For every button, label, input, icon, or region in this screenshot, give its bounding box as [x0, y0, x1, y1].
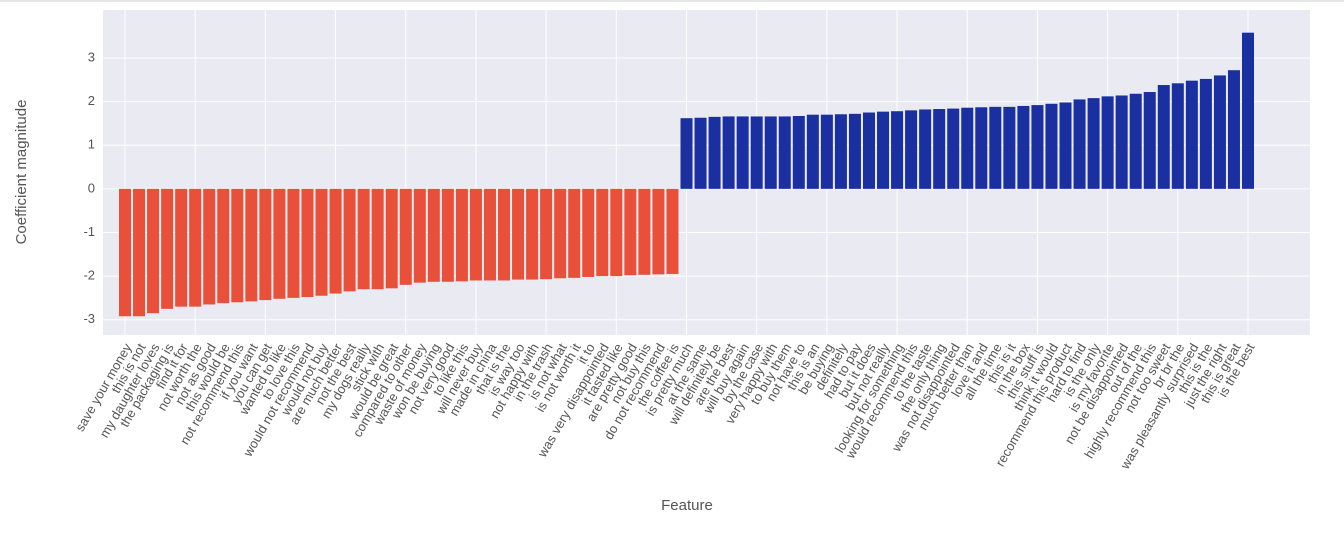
bar — [189, 188, 202, 307]
bar — [806, 114, 819, 189]
bar — [1045, 103, 1058, 189]
bar — [399, 188, 412, 285]
bar — [1143, 92, 1156, 189]
bar — [1227, 70, 1240, 189]
bar — [469, 188, 482, 281]
bar — [666, 188, 679, 274]
y-tick-label: 0 — [88, 180, 95, 195]
y-tick-label: 3 — [88, 49, 95, 64]
bar — [1213, 75, 1226, 189]
bar — [582, 188, 595, 277]
bar — [1003, 106, 1016, 189]
bar — [498, 188, 511, 281]
bar — [1129, 93, 1142, 189]
bar — [1199, 78, 1212, 189]
bar — [596, 188, 609, 277]
bar — [820, 114, 833, 189]
bar — [357, 188, 370, 290]
bar — [1073, 99, 1086, 189]
bar — [371, 188, 384, 290]
bar — [722, 116, 735, 189]
bar — [147, 188, 160, 314]
bar — [652, 188, 665, 275]
bar — [1185, 80, 1198, 189]
bar — [792, 116, 805, 189]
bar — [848, 113, 861, 189]
bar — [455, 188, 468, 282]
bar — [217, 188, 230, 304]
bar — [891, 111, 904, 189]
y-tick-label: -1 — [83, 224, 95, 239]
bar — [933, 109, 946, 189]
bar — [441, 188, 454, 282]
bar — [834, 114, 847, 189]
bar — [287, 188, 300, 298]
bar — [231, 188, 244, 303]
bar — [877, 111, 890, 189]
bar — [427, 188, 440, 282]
x-axis-label: Feature — [661, 497, 713, 514]
bar — [1242, 32, 1254, 189]
bar — [1115, 95, 1128, 189]
bar — [1017, 105, 1030, 189]
bar — [245, 188, 258, 302]
bar — [1031, 105, 1044, 189]
bar — [119, 188, 131, 317]
bar — [764, 116, 777, 189]
bar — [259, 188, 272, 301]
bar — [161, 188, 174, 309]
bar — [315, 188, 328, 296]
bar — [947, 108, 960, 189]
bar — [989, 106, 1002, 189]
bar — [175, 188, 188, 307]
bar — [203, 188, 216, 305]
bar — [301, 188, 314, 298]
bar — [905, 110, 918, 189]
bar — [1101, 96, 1114, 189]
bar — [385, 188, 398, 289]
bar — [736, 116, 749, 189]
bar — [413, 188, 426, 283]
bar — [568, 188, 581, 278]
y-tick-label: 1 — [88, 137, 95, 152]
bar — [919, 109, 932, 189]
y-tick-label: -3 — [83, 311, 95, 326]
bar — [680, 118, 693, 189]
bar — [540, 188, 553, 280]
bar — [975, 107, 988, 189]
bar — [694, 117, 707, 189]
bar — [526, 188, 539, 280]
bar — [512, 188, 525, 280]
y-axis-label: Coefficient magnitude — [13, 100, 30, 245]
y-tick-label: -2 — [83, 268, 95, 283]
y-tick-label: 2 — [88, 93, 95, 108]
bar — [624, 188, 637, 276]
bar — [862, 112, 875, 189]
bar — [961, 107, 974, 189]
bar — [638, 188, 651, 275]
bar — [1171, 83, 1184, 189]
bar — [1157, 85, 1170, 189]
bar — [708, 116, 721, 189]
bar — [750, 116, 763, 189]
bar — [483, 188, 496, 281]
bar — [329, 188, 342, 294]
bar — [554, 188, 567, 279]
bar — [273, 188, 286, 299]
bar — [1087, 98, 1100, 189]
bar — [343, 188, 356, 292]
bar — [1059, 102, 1072, 189]
bar — [133, 188, 146, 317]
bar — [778, 116, 791, 189]
bar — [610, 188, 623, 277]
